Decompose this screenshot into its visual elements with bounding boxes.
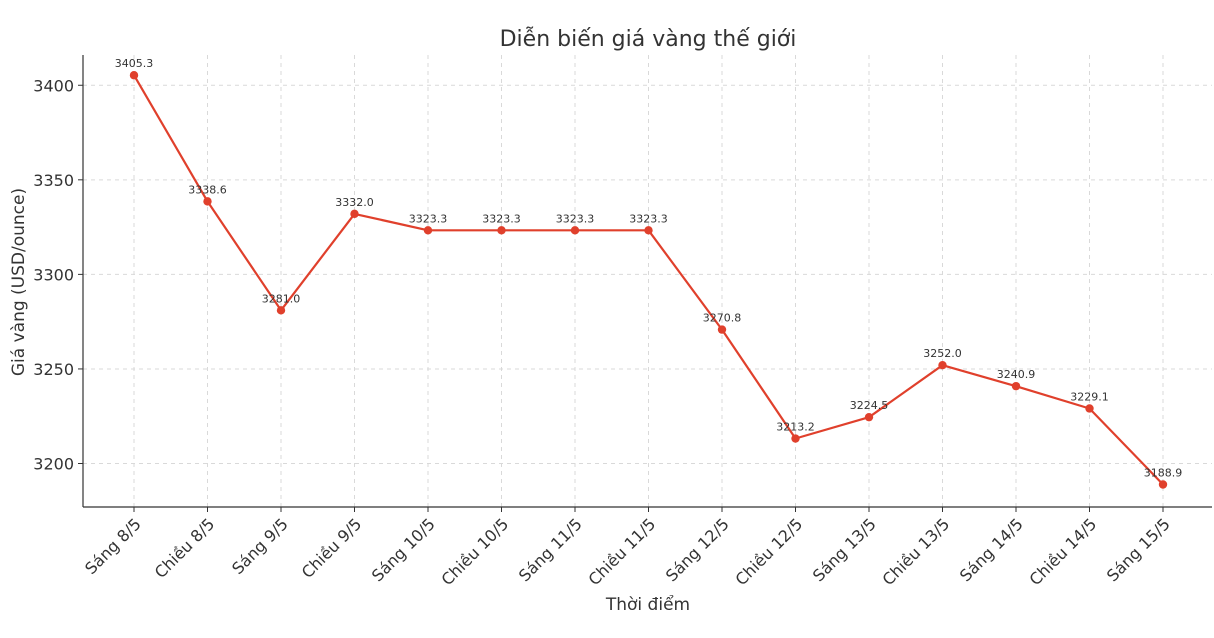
data-label: 3338.6 bbox=[188, 183, 227, 196]
data-point bbox=[497, 226, 506, 235]
data-point bbox=[1158, 480, 1168, 489]
y-tick-label: 3200 bbox=[33, 455, 74, 474]
data-point bbox=[717, 325, 727, 334]
x-axis-label: Thời điểm bbox=[605, 594, 690, 615]
grid bbox=[83, 55, 1212, 507]
data-point bbox=[570, 226, 580, 235]
y-tick-label: 3250 bbox=[33, 360, 74, 379]
x-tick-label: Chiều 8/5 bbox=[151, 514, 219, 582]
x-tick-label: Sáng 11/5 bbox=[515, 514, 586, 585]
data-point bbox=[1011, 381, 1021, 391]
y-tick-label: 3350 bbox=[33, 171, 74, 190]
axes bbox=[82, 55, 1212, 508]
data-point bbox=[203, 197, 212, 206]
data-point bbox=[864, 412, 874, 422]
x-tick-label: Sáng 13/5 bbox=[809, 514, 880, 585]
x-tick-label: Chiều 10/5 bbox=[438, 514, 513, 589]
x-tick-label: Sáng 8/5 bbox=[81, 514, 145, 578]
data-point bbox=[423, 226, 433, 235]
data-point bbox=[791, 434, 800, 443]
x-tick-label: Chiều 13/5 bbox=[879, 514, 954, 589]
data-label: 3323.3 bbox=[482, 212, 521, 225]
data-label: 3252.0 bbox=[923, 347, 962, 360]
data-label: 3323.3 bbox=[629, 212, 668, 225]
x-tick-label: Chiều 14/5 bbox=[1026, 514, 1101, 589]
data-label: 3188.9 bbox=[1144, 466, 1183, 479]
x-tick-label: Sáng 12/5 bbox=[662, 514, 733, 585]
data-point bbox=[644, 226, 653, 235]
y-axis-label: Giá vàng (USD/ounce) bbox=[9, 188, 29, 376]
data-label: 3213.2 bbox=[776, 421, 815, 434]
y-tick-label: 3400 bbox=[33, 76, 74, 95]
data-label: 3323.3 bbox=[409, 212, 448, 225]
data-label: 3224.5 bbox=[850, 399, 889, 412]
data-point bbox=[350, 209, 359, 219]
x-tick-label: Chiều 12/5 bbox=[732, 514, 807, 589]
x-tick-label: Chiều 11/5 bbox=[585, 514, 660, 589]
x-tick-label: Sáng 10/5 bbox=[368, 514, 439, 585]
chart-title: Diễn biến giá vàng thế giới bbox=[500, 26, 797, 52]
data-point bbox=[938, 360, 947, 370]
data-point bbox=[129, 71, 139, 80]
data-label: 3270.8 bbox=[703, 312, 742, 325]
data-label: 3281.0 bbox=[262, 292, 301, 305]
data-label: 3229.1 bbox=[1070, 390, 1109, 403]
y-tick-label: 3300 bbox=[33, 265, 74, 284]
x-tick-label: Sáng 15/5 bbox=[1103, 514, 1174, 585]
data-point bbox=[1085, 404, 1094, 413]
data-label: 3240.9 bbox=[997, 368, 1036, 381]
x-ticks: Sáng 8/5 Chiều 8/5 Sáng 9/5 Chiều 9/5 Sáng 1… bbox=[81, 507, 1174, 589]
y-ticks: 3200 3250 3300 3350 3400 bbox=[33, 76, 83, 474]
data-label: 3332.0 bbox=[335, 196, 374, 209]
x-tick-label: Sáng 9/5 bbox=[228, 514, 292, 578]
data-label: 3405.3 bbox=[115, 57, 154, 70]
data-labels: 3405.3 3338.6 3281.0 3332.0 3323.3 3323.3 3323… bbox=[115, 57, 1183, 479]
x-tick-label: Chiều 9/5 bbox=[298, 514, 366, 582]
data-points bbox=[129, 71, 1168, 489]
data-point bbox=[276, 306, 286, 315]
x-tick-label: Sáng 14/5 bbox=[956, 514, 1027, 585]
data-label: 3323.3 bbox=[556, 212, 595, 225]
